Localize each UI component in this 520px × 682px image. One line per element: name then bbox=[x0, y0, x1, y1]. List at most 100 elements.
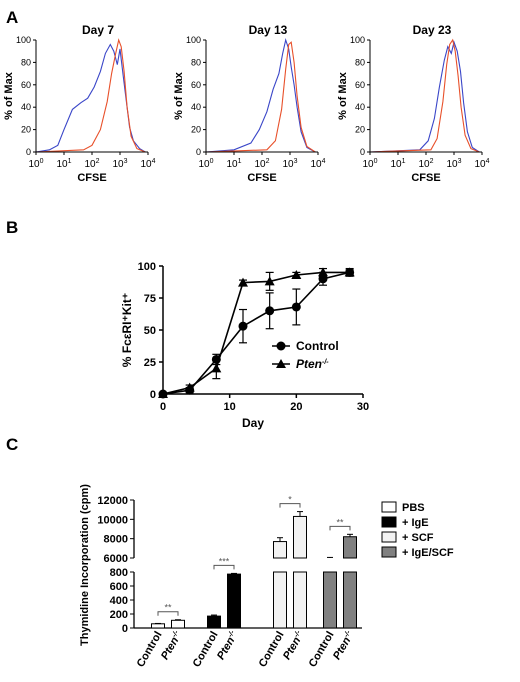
bar-upper bbox=[273, 541, 287, 559]
series-line bbox=[162, 271, 350, 395]
y-axis-label: % of Max bbox=[337, 71, 349, 120]
x-tick-label: 100 bbox=[362, 158, 377, 170]
x-tick-label: 20 bbox=[290, 401, 302, 413]
y-tick-label: 25 bbox=[144, 357, 156, 369]
y-tick-label: 12000 bbox=[97, 495, 128, 507]
y-tick-label: 600 bbox=[110, 581, 128, 593]
legend-label: PBS bbox=[402, 502, 425, 514]
hist-series-line bbox=[369, 38, 480, 153]
data-point bbox=[291, 269, 302, 279]
y-tick-label: 10000 bbox=[97, 514, 128, 526]
y-tick-label: 20 bbox=[191, 125, 201, 135]
y-tick-label: 40 bbox=[355, 102, 365, 112]
data-point bbox=[344, 267, 355, 277]
y-tick-label: 40 bbox=[191, 102, 201, 112]
x-tick-label: 100 bbox=[198, 158, 213, 170]
data-point bbox=[318, 267, 328, 277]
x-axis-label: CFSE bbox=[411, 172, 440, 184]
legend-label: + IgE/SCF bbox=[402, 547, 454, 559]
x-tick-label: 101 bbox=[226, 158, 241, 170]
series-line bbox=[162, 271, 350, 395]
x-tick-label: 101 bbox=[390, 158, 405, 170]
hist-title: Day 23 bbox=[413, 23, 452, 37]
x-tick-label: 101 bbox=[56, 158, 71, 170]
hist-title: Day 13 bbox=[249, 23, 288, 37]
significance-label: *** bbox=[219, 556, 230, 566]
legend-label-control: Control bbox=[296, 339, 339, 353]
y-tick-label: 80 bbox=[21, 57, 31, 67]
x-tick-label: 102 bbox=[418, 158, 433, 170]
y-tick-label: 20 bbox=[355, 125, 365, 135]
bar-upper bbox=[293, 515, 307, 559]
hist-series-line bbox=[35, 43, 146, 153]
data-point bbox=[158, 389, 168, 398]
x-tick-label: Control bbox=[135, 630, 165, 670]
bar bbox=[171, 619, 185, 629]
x-tick-label: 104 bbox=[310, 158, 325, 170]
y-tick-label: 0 bbox=[360, 147, 365, 157]
x-tick-label: 104 bbox=[140, 158, 155, 170]
y-axis-label: % of Max bbox=[3, 71, 15, 120]
data-point bbox=[238, 321, 248, 331]
legend-label: + IgE bbox=[402, 517, 429, 529]
legend-label: + SCF bbox=[402, 532, 434, 544]
panel-label-b: B bbox=[6, 218, 19, 237]
legend-swatch bbox=[381, 501, 397, 513]
y-tick-label: 100 bbox=[186, 35, 201, 45]
y-tick-label: 40 bbox=[21, 102, 31, 112]
significance-label: * bbox=[288, 495, 292, 505]
panel-label-a: A bbox=[6, 8, 19, 27]
y-tick-label: 0 bbox=[122, 623, 128, 635]
significance-label: ** bbox=[336, 517, 344, 527]
y-tick-label: 100 bbox=[16, 35, 31, 45]
x-tick-label: Pten-/- bbox=[215, 629, 241, 662]
bar bbox=[151, 623, 165, 629]
x-tick-label: Control bbox=[307, 630, 337, 670]
data-point bbox=[238, 277, 248, 287]
bar bbox=[207, 615, 221, 629]
y-tick-label: 200 bbox=[110, 609, 128, 621]
y-axis-label: % of Max bbox=[173, 71, 185, 120]
y-tick-label: 800 bbox=[110, 567, 128, 579]
x-tick-label: Pten-/- bbox=[159, 629, 185, 662]
x-tick-label: 0 bbox=[160, 401, 166, 413]
y-tick-label: 80 bbox=[191, 57, 201, 67]
legend-swatch bbox=[381, 546, 397, 558]
x-tick-label: 103 bbox=[282, 158, 297, 170]
x-tick-label: Control bbox=[257, 630, 287, 670]
y-tick-label: 0 bbox=[196, 147, 201, 157]
x-tick-label: 103 bbox=[112, 158, 127, 170]
y-tick-label: 50 bbox=[144, 325, 156, 337]
bar-lower bbox=[293, 571, 307, 629]
y-tick-label: 60 bbox=[355, 80, 365, 90]
hist-series-line bbox=[205, 41, 316, 153]
x-tick-label: Pten-/- bbox=[331, 629, 357, 662]
bar-upper bbox=[343, 536, 357, 559]
x-tick-label: 103 bbox=[446, 158, 461, 170]
y-tick-label: 0 bbox=[150, 389, 156, 401]
legend-marker-control bbox=[276, 341, 286, 351]
bar-lower bbox=[343, 571, 357, 629]
legend-swatch bbox=[381, 516, 397, 528]
legend-swatch bbox=[381, 531, 397, 543]
hist-series-line bbox=[35, 38, 146, 153]
y-tick-label: 75 bbox=[144, 293, 156, 305]
y-tick-label: 80 bbox=[355, 57, 365, 67]
y-tick-label: 400 bbox=[110, 595, 128, 607]
bar bbox=[227, 573, 241, 629]
hist-series-line bbox=[205, 37, 316, 153]
legend-label-pten: Pten-/- bbox=[296, 357, 329, 371]
significance-label: ** bbox=[164, 603, 172, 613]
x-tick-label: 104 bbox=[474, 158, 489, 170]
y-tick-label: 20 bbox=[21, 125, 31, 135]
y-tick-label: 8000 bbox=[104, 534, 128, 546]
data-point bbox=[264, 276, 275, 286]
significance-bracket bbox=[213, 564, 235, 570]
y-tick-label: 60 bbox=[21, 80, 31, 90]
data-point bbox=[265, 306, 275, 316]
data-point bbox=[184, 382, 195, 392]
data-point bbox=[291, 302, 301, 312]
x-tick-label: Pten-/- bbox=[281, 629, 307, 662]
bar-lower bbox=[323, 571, 337, 629]
significance-bracket bbox=[157, 611, 179, 616]
